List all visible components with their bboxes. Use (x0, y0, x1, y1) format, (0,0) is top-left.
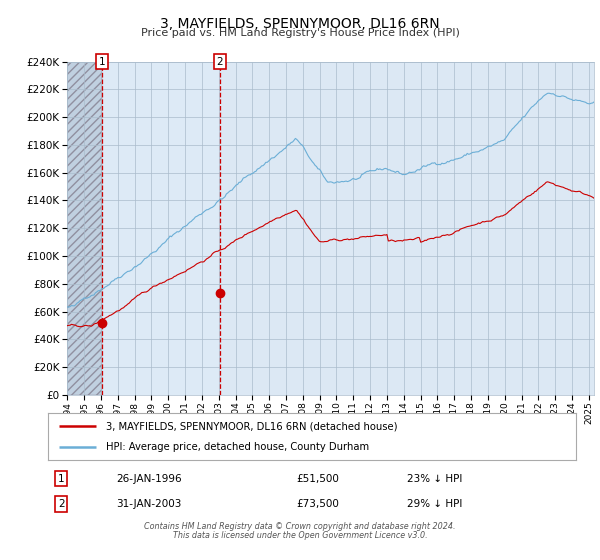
Bar (67, 62, 102, 395)
Text: £51,500: £51,500 (296, 474, 339, 483)
Text: Contains HM Land Registry data © Crown copyright and database right 2024.: Contains HM Land Registry data © Crown c… (144, 522, 456, 531)
Bar (67, 62, 102, 395)
Text: 26-JAN-1996: 26-JAN-1996 (116, 474, 182, 483)
Bar (102, 62, 220, 395)
Text: HPI: Average price, detached house, County Durham: HPI: Average price, detached house, Coun… (106, 442, 369, 452)
Text: 1: 1 (58, 474, 65, 483)
Text: 29% ↓ HPI: 29% ↓ HPI (407, 499, 463, 508)
Text: 3, MAYFIELDS, SPENNYMOOR, DL16 6RN (detached house): 3, MAYFIELDS, SPENNYMOOR, DL16 6RN (deta… (106, 421, 398, 431)
Text: £73,500: £73,500 (296, 499, 339, 508)
Text: 2: 2 (217, 57, 223, 67)
Text: 2: 2 (58, 499, 65, 508)
Text: Price paid vs. HM Land Registry's House Price Index (HPI): Price paid vs. HM Land Registry's House … (140, 28, 460, 38)
Text: This data is licensed under the Open Government Licence v3.0.: This data is licensed under the Open Gov… (173, 531, 427, 540)
Text: 1: 1 (99, 57, 106, 67)
Text: 3, MAYFIELDS, SPENNYMOOR, DL16 6RN: 3, MAYFIELDS, SPENNYMOOR, DL16 6RN (160, 17, 440, 31)
Text: 31-JAN-2003: 31-JAN-2003 (116, 499, 182, 508)
Text: 23% ↓ HPI: 23% ↓ HPI (407, 474, 463, 483)
